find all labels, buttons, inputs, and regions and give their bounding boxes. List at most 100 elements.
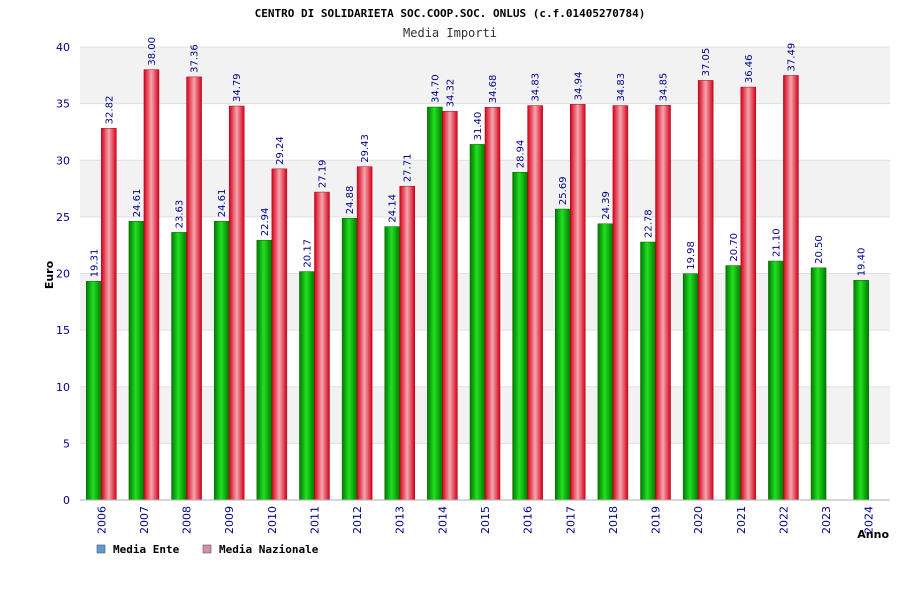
y-tick-label: 0 xyxy=(63,494,70,507)
value-label: 19.40 xyxy=(857,248,868,277)
bar-media-nazionale-2020 xyxy=(697,80,714,501)
bar-media-ente-2015 xyxy=(469,144,486,501)
bar-media-ente-2009 xyxy=(213,221,230,501)
value-label: 34.68 xyxy=(488,75,499,104)
value-label: 34.70 xyxy=(430,74,441,103)
value-label: 24.39 xyxy=(601,191,612,220)
value-labels: 19.31 32.82 24.61 38.00 23.63 37.36 24.61 34.79… xyxy=(89,37,867,277)
value-label: 25.69 xyxy=(558,176,569,205)
chart-title: CENTRO DI SOLIDARIETA SOC.COOP.SOC. ONLU… xyxy=(255,7,646,20)
y-tick-label: 25 xyxy=(56,211,70,224)
bar-media-ente-2006 xyxy=(86,281,102,501)
x-axis-label: Anno xyxy=(857,528,889,541)
value-label: 27.19 xyxy=(317,159,328,188)
bar-media-nazionale-2022 xyxy=(783,75,799,501)
value-label: 24.88 xyxy=(345,186,356,215)
value-label: 37.49 xyxy=(786,43,797,72)
value-label: 19.31 xyxy=(89,249,100,278)
x-tick-label: 2015 xyxy=(479,506,492,534)
x-tick-label: 2014 xyxy=(436,506,449,534)
bar-media-ente-2014 xyxy=(427,106,443,501)
value-label: 38.00 xyxy=(147,37,158,66)
bar-media-nazionale-2007 xyxy=(143,69,160,501)
value-label: 34.79 xyxy=(232,73,243,102)
y-tick-label: 5 xyxy=(63,437,70,450)
legend-swatch-media-nazionale xyxy=(202,544,212,554)
value-label: 20.50 xyxy=(814,235,825,264)
y-tick-label: 35 xyxy=(56,98,70,111)
legend-label-media-ente: Media Ente xyxy=(113,543,180,556)
bar-media-ente-2018 xyxy=(597,223,614,501)
value-label: 22.94 xyxy=(260,208,271,237)
x-tick-label: 2006 xyxy=(95,506,108,534)
value-label: 34.83 xyxy=(616,73,627,102)
x-tick-label: 2013 xyxy=(394,506,407,534)
value-label: 23.63 xyxy=(175,200,186,229)
legend-label-media-nazionale: Media Nazionale xyxy=(219,543,319,556)
y-tick-label: 20 xyxy=(56,268,70,281)
value-label: 31.40 xyxy=(473,112,484,141)
bar-media-nazionale-2013 xyxy=(399,185,415,501)
y-tick-label: 40 xyxy=(56,41,70,54)
chart-subtitle: Media Importi xyxy=(403,26,497,40)
y-tick-label: 15 xyxy=(56,324,70,337)
bar-media-ente-2020 xyxy=(682,273,699,501)
bar-media-ente-2013 xyxy=(384,226,400,501)
bar-media-ente-2016 xyxy=(512,172,528,501)
x-tick-label: 2019 xyxy=(650,506,663,534)
bar-media-nazionale-2006 xyxy=(101,128,117,501)
bar-media-ente-2017 xyxy=(555,208,571,501)
value-label: 29.24 xyxy=(275,136,286,165)
value-label: 37.36 xyxy=(190,44,201,73)
x-tick-label: 2020 xyxy=(692,506,705,534)
bar-media-ente-2019 xyxy=(640,241,656,501)
legend-swatch-media-ente xyxy=(96,544,106,554)
bar-media-nazionale-2021 xyxy=(740,86,757,501)
value-label: 34.94 xyxy=(573,72,584,101)
value-label: 20.17 xyxy=(302,239,313,268)
x-tick-label: 2010 xyxy=(266,506,279,534)
bar-media-ente-2008 xyxy=(171,232,187,501)
value-label: 34.32 xyxy=(445,79,456,108)
y-tick-label: 30 xyxy=(56,154,70,167)
y-axis-label: Euro xyxy=(43,260,56,289)
x-tick-label: 2012 xyxy=(351,506,364,534)
x-axis-ticks: 2006 2007 2008 2009 2010 2011 2012 2013 2014 2015… xyxy=(95,506,875,534)
bar-media-nazionale-2018 xyxy=(612,105,629,501)
x-tick-label: 2016 xyxy=(522,506,535,534)
x-tick-label: 2008 xyxy=(181,506,194,534)
value-label: 27.71 xyxy=(403,154,414,183)
x-tick-label: 2018 xyxy=(607,506,620,534)
value-label: 24.61 xyxy=(132,189,143,218)
bars xyxy=(86,69,869,501)
bar-media-ente-2011 xyxy=(299,271,315,501)
bar-media-nazionale-2016 xyxy=(527,105,543,501)
value-label: 29.43 xyxy=(360,134,371,163)
bar-media-nazionale-2009 xyxy=(228,105,245,501)
value-label: 20.70 xyxy=(729,233,740,262)
value-label: 19.98 xyxy=(686,241,697,270)
x-tick-label: 2007 xyxy=(138,506,151,534)
value-label: 22.78 xyxy=(644,209,655,238)
value-label: 24.14 xyxy=(388,194,399,223)
bar-media-nazionale-2011 xyxy=(314,191,330,501)
x-tick-label: 2011 xyxy=(308,506,321,534)
x-tick-label: 2023 xyxy=(820,506,833,534)
bar-media-nazionale-2008 xyxy=(186,76,202,501)
x-tick-label: 2021 xyxy=(735,506,748,534)
value-label: 34.83 xyxy=(531,73,542,102)
value-label: 36.46 xyxy=(744,54,755,83)
bar-media-nazionale-2010 xyxy=(271,168,288,501)
bar-media-nazionale-2017 xyxy=(570,104,586,501)
bar-media-ente-2024 xyxy=(853,280,869,501)
bar-media-nazionale-2012 xyxy=(356,166,373,501)
bar-media-ente-2023 xyxy=(810,267,827,501)
bar-media-nazionale-2015 xyxy=(484,106,501,501)
value-label: 37.05 xyxy=(701,48,712,77)
value-label: 32.82 xyxy=(104,96,115,125)
bar-media-ente-2010 xyxy=(256,239,273,501)
bar-media-ente-2007 xyxy=(128,221,145,501)
y-axis-ticks: 0 5 10 15 20 25 30 35 40 xyxy=(56,41,70,507)
value-label: 34.85 xyxy=(659,73,670,102)
